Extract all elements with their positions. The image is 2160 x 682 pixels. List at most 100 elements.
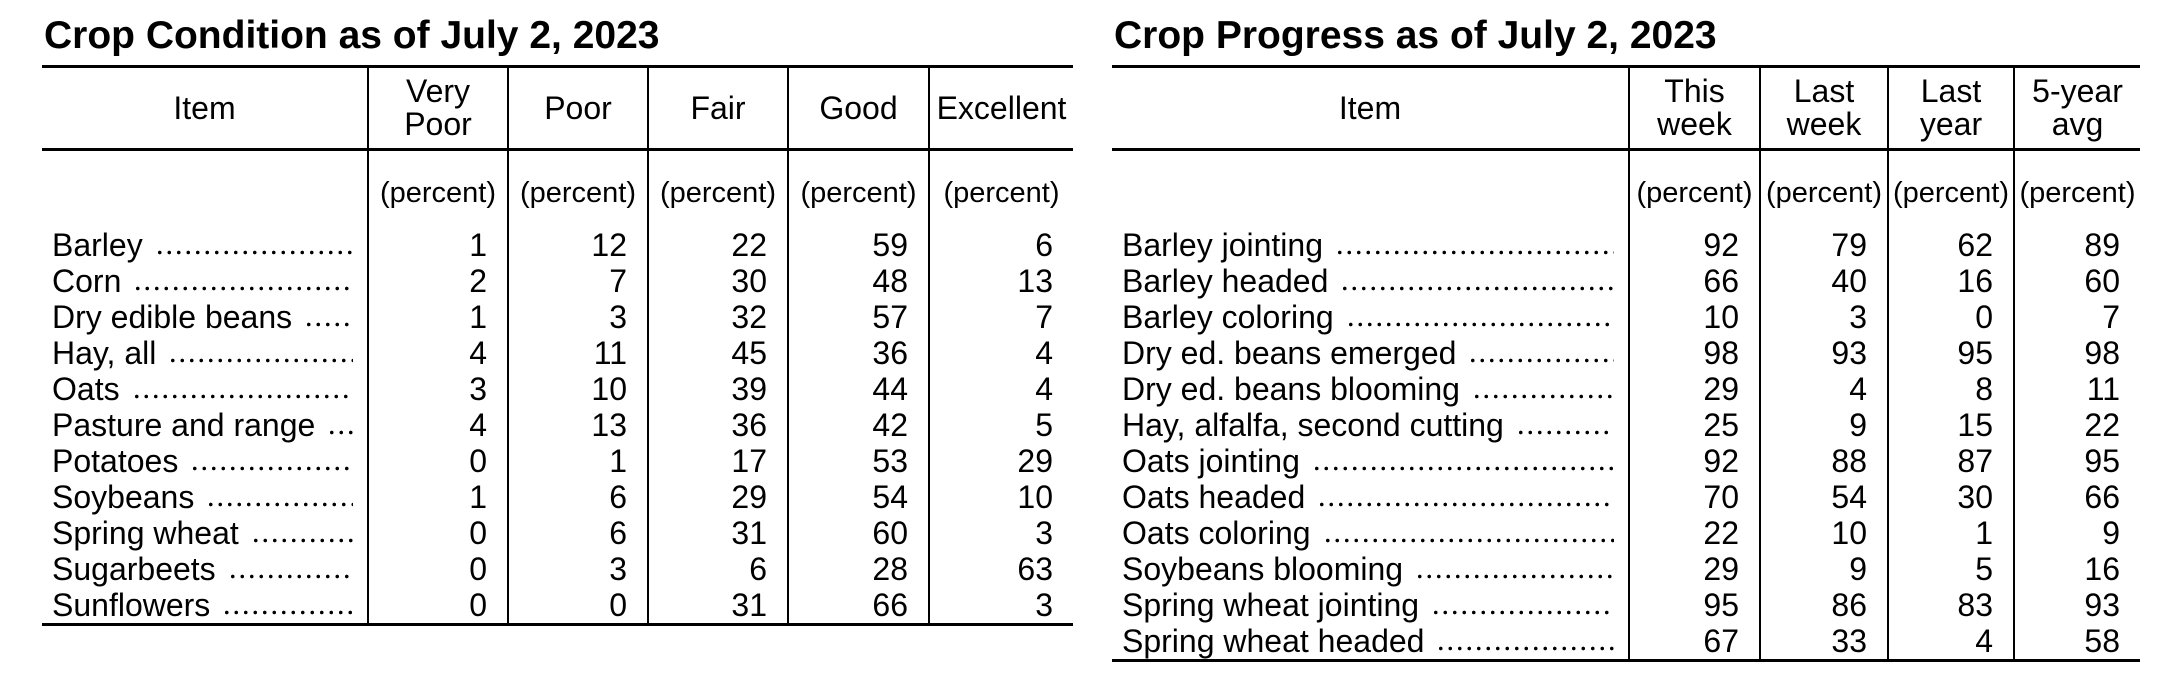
value-cell: 28 [787,551,929,587]
value-cell: 1 [367,479,508,515]
dot-leader [1468,358,1614,363]
row-item-cell: Barley coloring [1112,299,1629,335]
row-item-cell: Oats [42,371,368,407]
dot-leader [304,322,353,327]
col-header-5-year-avg: 5-year avg [2013,66,2140,151]
row-label: Oats [52,371,120,407]
value-cell: 9 [1759,407,1888,443]
value-cell: 60 [2013,263,2140,299]
dot-leader [190,466,353,471]
col-header-item: Item [42,66,368,151]
value-cell: 95 [1628,587,1760,623]
row-label: Hay, all [52,335,157,371]
value-cell: 32 [647,299,788,335]
value-cell: 0 [367,587,508,625]
crop-condition-body: Barley 1 12 22 59 6 Corn 2 7 30 48 13 Dry edible bea… [42,227,1073,625]
table-row: Oats coloring 22 10 1 9 [1112,515,2140,551]
row-label: Oats coloring [1122,515,1311,551]
value-cell: 67 [1628,623,1760,661]
value-cell: 4 [1759,371,1888,407]
value-cell: 0 [367,551,508,587]
value-cell: 4 [367,407,508,443]
row-item-cell: Spring wheat jointing [1112,587,1629,623]
value-cell: 87 [1887,443,2014,479]
table-row: Sunflowers 0 0 31 66 3 [42,587,1073,625]
row-label: Barley [52,227,143,263]
row-label: Barley jointing [1122,227,1323,263]
value-cell: 57 [787,299,929,335]
value-cell: 83 [1887,587,2014,623]
col-header-very-poor: Very Poor [367,66,508,151]
value-cell: 3 [928,515,1073,551]
unit-cell: (percent) [787,149,929,227]
value-cell: 1 [367,299,508,335]
header-row: Item Very Poor Poor Fair Good Excellent [42,66,1073,151]
value-cell: 13 [507,407,648,443]
row-label: Dry edible beans [52,299,293,335]
value-cell: 16 [2013,551,2140,587]
value-cell: 9 [1759,551,1888,587]
value-cell: 12 [507,227,648,263]
table-row: Oats headed 70 54 30 66 [1112,479,2140,515]
value-cell: 70 [1628,479,1760,515]
row-label: Oats headed [1122,479,1306,515]
dot-leader [1345,322,1614,327]
row-item-cell: Oats jointing [1112,443,1629,479]
value-cell: 0 [367,443,508,479]
row-item-cell: Barley jointing [1112,227,1629,263]
value-cell: 63 [928,551,1073,587]
value-cell: 54 [1759,479,1888,515]
table-row: Dry edible beans 1 3 32 57 7 [42,299,1073,335]
crop-progress-table: Item This week Last week Last year 5-yea… [1112,65,2140,662]
value-cell: 4 [928,371,1073,407]
value-cell: 31 [647,587,788,625]
table-row: Soybeans 1 6 29 54 10 [42,479,1073,515]
value-cell: 13 [928,263,1073,299]
table-row: Spring wheat headed 67 33 4 58 [1112,623,2140,661]
crop-condition-section: Crop Condition as of July 2, 2023 Item V… [42,0,1073,682]
value-cell: 6 [928,227,1073,263]
value-cell: 17 [647,443,788,479]
dot-leader [168,358,353,363]
header-row: Item This week Last week Last year 5-yea… [1112,66,2140,151]
row-label: Sunflowers [52,587,211,623]
row-label: Corn [52,263,122,299]
value-cell: 6 [507,515,648,551]
row-item-cell: Dry ed. beans emerged [1112,335,1629,371]
value-cell: 48 [787,263,929,299]
row-item-cell: Corn [42,263,368,299]
unit-row: (percent) (percent) (percent) (percent) [1112,149,2140,227]
value-cell: 11 [2013,371,2140,407]
row-item-cell: Barley headed [1112,263,1629,299]
dot-leader [327,430,353,435]
dot-leader [131,394,353,399]
value-cell: 4 [928,335,1073,371]
value-cell: 1 [1887,515,2014,551]
value-cell: 15 [1887,407,2014,443]
dot-leader [1335,250,1614,255]
dot-leader [250,538,353,543]
value-cell: 95 [1887,335,2014,371]
value-cell: 29 [1628,551,1760,587]
col-header-last-year: Last year [1887,66,2014,151]
table-row: Barley jointing 92 79 62 89 [1112,227,2140,263]
value-cell: 62 [1887,227,2014,263]
value-cell: 36 [647,407,788,443]
value-cell: 5 [1887,551,2014,587]
dot-leader [227,574,353,579]
row-item-cell: Soybeans [42,479,368,515]
row-item-cell: Oats coloring [1112,515,1629,551]
row-label: Sugarbeets [52,551,216,587]
row-item-cell: Sunflowers [42,587,368,625]
value-cell: 40 [1759,263,1888,299]
col-header-last-week: Last week [1759,66,1888,151]
dot-leader [1415,574,1614,579]
row-item-cell: Spring wheat headed [1112,623,1629,661]
value-cell: 6 [647,551,788,587]
value-cell: 30 [647,263,788,299]
col-header-fair: Fair [647,66,788,151]
row-label: Barley coloring [1122,299,1334,335]
value-cell: 45 [647,335,788,371]
value-cell: 89 [2013,227,2140,263]
dot-leader [206,502,353,507]
